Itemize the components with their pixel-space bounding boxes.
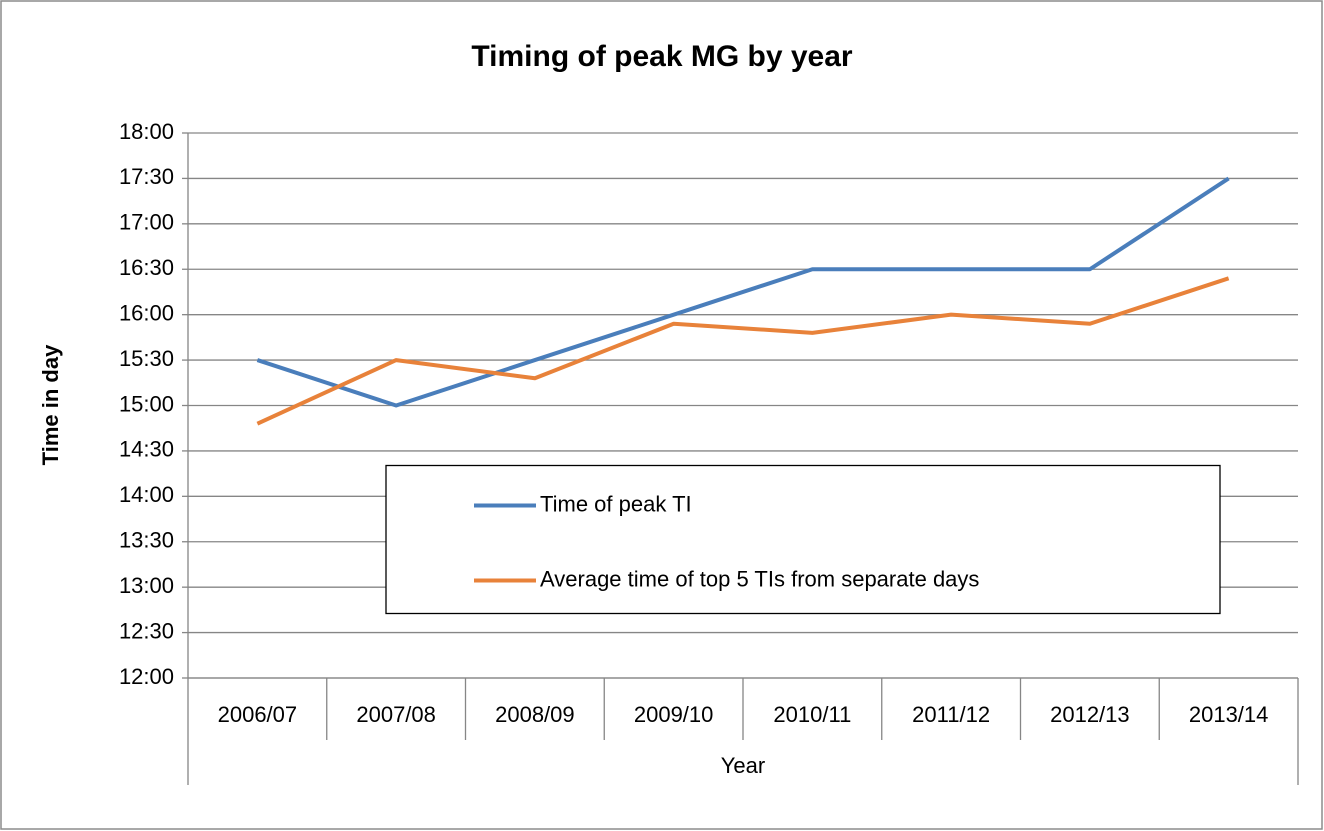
y-tick-label: 17:00 (119, 210, 174, 235)
x-tick-label: 2007/08 (356, 702, 436, 727)
series-line (256, 276, 1230, 426)
legend-label: Time of peak TI (540, 491, 692, 516)
y-tick-label: 16:30 (119, 255, 174, 280)
y-tick-label: 13:00 (119, 573, 174, 598)
y-tick-label: 17:30 (119, 164, 174, 189)
y-tick-label: 14:30 (119, 437, 174, 462)
y-tick-label: 12:00 (119, 664, 174, 689)
y-tick-label: 14:00 (119, 482, 174, 507)
series-line (256, 176, 1230, 408)
y-tick-label: 16:00 (119, 300, 174, 325)
x-tick-label: 2011/12 (912, 702, 990, 727)
x-tick-label: 2008/09 (495, 702, 575, 727)
legend-label: Average time of top 5 TIs from separate … (540, 566, 979, 591)
x-tick-label: 2009/10 (634, 702, 714, 727)
y-tick-label: 18:00 (119, 119, 174, 144)
x-axis-title: Year (721, 753, 765, 778)
x-tick-label: 2012/13 (1050, 702, 1130, 727)
y-tick-label: 13:30 (119, 528, 174, 553)
x-tick-label: 2010/11 (773, 702, 851, 727)
y-axis-title: Time in day (38, 344, 63, 465)
y-tick-label: 12:30 (119, 618, 174, 643)
y-tick-label: 15:00 (119, 391, 174, 416)
x-tick-label: 2006/07 (218, 702, 298, 727)
y-tick-label: 15:30 (119, 346, 174, 371)
chart-title: Timing of peak MG by year (471, 40, 853, 73)
x-tick-label: 2013/14 (1189, 702, 1269, 727)
legend-box (385, 464, 1221, 615)
